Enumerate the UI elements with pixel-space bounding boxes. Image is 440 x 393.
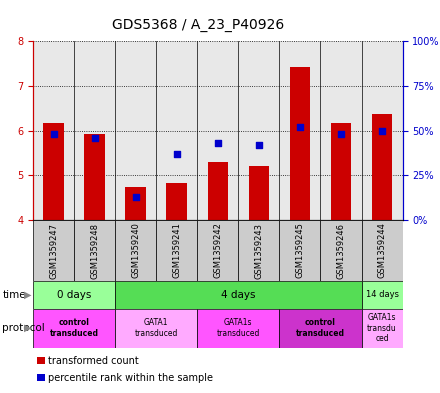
Text: GSM1359241: GSM1359241 (172, 222, 181, 279)
Text: GSM1359242: GSM1359242 (213, 222, 222, 279)
Point (378, 127, 385, 134)
Bar (33, 309, 115, 348)
Text: time: time (2, 290, 26, 300)
Text: GSM1359244: GSM1359244 (378, 222, 387, 279)
Text: 14 days: 14 days (366, 290, 399, 299)
Bar (362, 281, 403, 309)
Bar (115, 309, 197, 348)
Bar (33, 220, 74, 281)
Bar (279, 220, 320, 281)
Text: 4 days: 4 days (221, 290, 256, 300)
Bar (362, 309, 403, 348)
Bar (84, 134, 105, 220)
Bar (238, 220, 279, 281)
Text: ▶: ▶ (24, 323, 32, 333)
Point (91, 135, 98, 141)
Bar (115, 220, 156, 281)
Text: GSM1359246: GSM1359246 (337, 222, 345, 279)
Bar (197, 220, 238, 281)
Bar (74, 220, 115, 281)
Bar (362, 220, 403, 281)
Bar (156, 220, 197, 281)
Text: ▶: ▶ (24, 290, 32, 300)
Bar (33, 281, 115, 309)
Bar (331, 123, 351, 220)
Text: 0 days: 0 days (57, 290, 91, 300)
Text: protocol: protocol (2, 323, 45, 333)
Bar (372, 114, 392, 220)
Bar (37, 374, 45, 381)
Bar (249, 167, 269, 220)
Bar (166, 183, 187, 220)
Bar (208, 162, 228, 220)
Bar (125, 187, 146, 220)
Bar (320, 220, 362, 281)
Point (255, 142, 262, 148)
Text: GATA1s
transdu
ced: GATA1s transdu ced (367, 313, 397, 343)
Point (50, 131, 57, 138)
Point (132, 194, 139, 200)
Bar (290, 67, 310, 220)
Text: GSM1359247: GSM1359247 (49, 222, 58, 279)
Text: GSM1359243: GSM1359243 (254, 222, 264, 279)
Bar (37, 357, 45, 364)
Text: GSM1359240: GSM1359240 (131, 222, 140, 279)
Text: percentile rank within the sample: percentile rank within the sample (48, 373, 213, 383)
Text: GSM1359248: GSM1359248 (90, 222, 99, 279)
Bar (115, 281, 362, 309)
Point (173, 151, 180, 157)
Text: transformed count: transformed count (48, 356, 139, 365)
Text: GSM1359245: GSM1359245 (295, 222, 304, 279)
Text: GATA1
transduced: GATA1 transduced (135, 318, 178, 338)
Bar (43, 123, 64, 220)
Point (297, 124, 304, 130)
Text: GATA1s
transduced: GATA1s transduced (216, 318, 260, 338)
Point (337, 131, 345, 138)
Bar (279, 309, 362, 348)
Text: GDS5368 / A_23_P40926: GDS5368 / A_23_P40926 (112, 18, 284, 32)
Text: control
transduced: control transduced (296, 318, 345, 338)
Text: control
transduced: control transduced (50, 318, 99, 338)
Point (214, 140, 221, 146)
Bar (197, 309, 279, 348)
